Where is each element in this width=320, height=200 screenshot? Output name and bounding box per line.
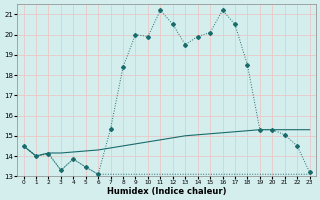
X-axis label: Humidex (Indice chaleur): Humidex (Indice chaleur) — [107, 187, 226, 196]
